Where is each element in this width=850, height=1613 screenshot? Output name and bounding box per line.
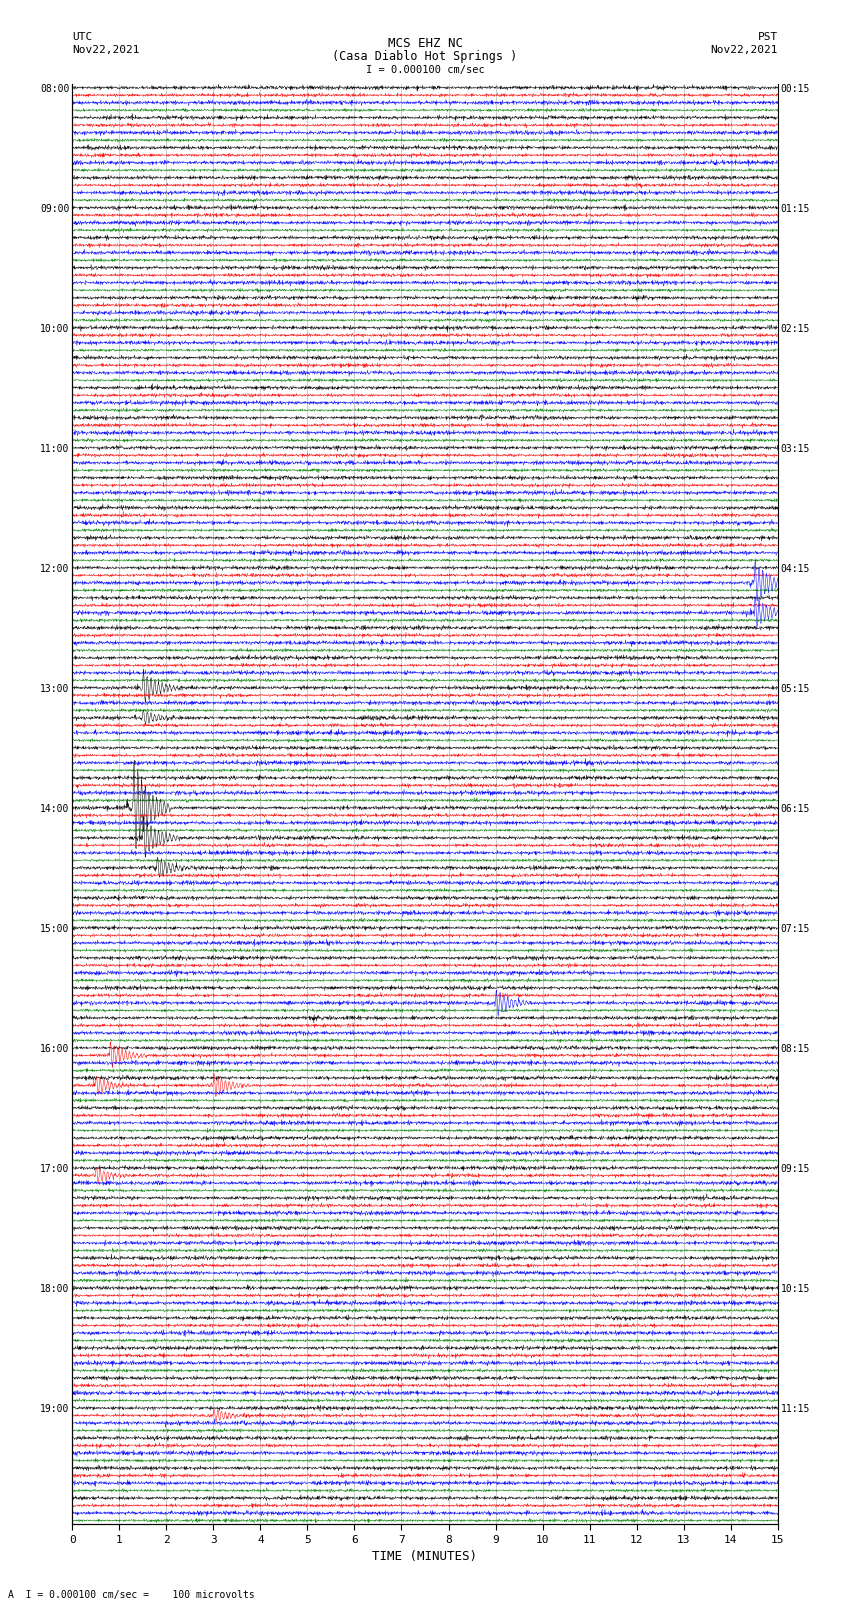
Text: (Casa Diablo Hot Springs ): (Casa Diablo Hot Springs ) <box>332 50 518 63</box>
Text: UTC: UTC <box>72 32 93 42</box>
Text: I = 0.000100 cm/sec: I = 0.000100 cm/sec <box>366 65 484 74</box>
X-axis label: TIME (MINUTES): TIME (MINUTES) <box>372 1550 478 1563</box>
Text: Nov22,2021: Nov22,2021 <box>711 45 778 55</box>
Text: MCS EHZ NC: MCS EHZ NC <box>388 37 462 50</box>
Text: Nov22,2021: Nov22,2021 <box>72 45 139 55</box>
Text: A  I = 0.000100 cm/sec =    100 microvolts: A I = 0.000100 cm/sec = 100 microvolts <box>8 1590 255 1600</box>
Text: PST: PST <box>757 32 778 42</box>
